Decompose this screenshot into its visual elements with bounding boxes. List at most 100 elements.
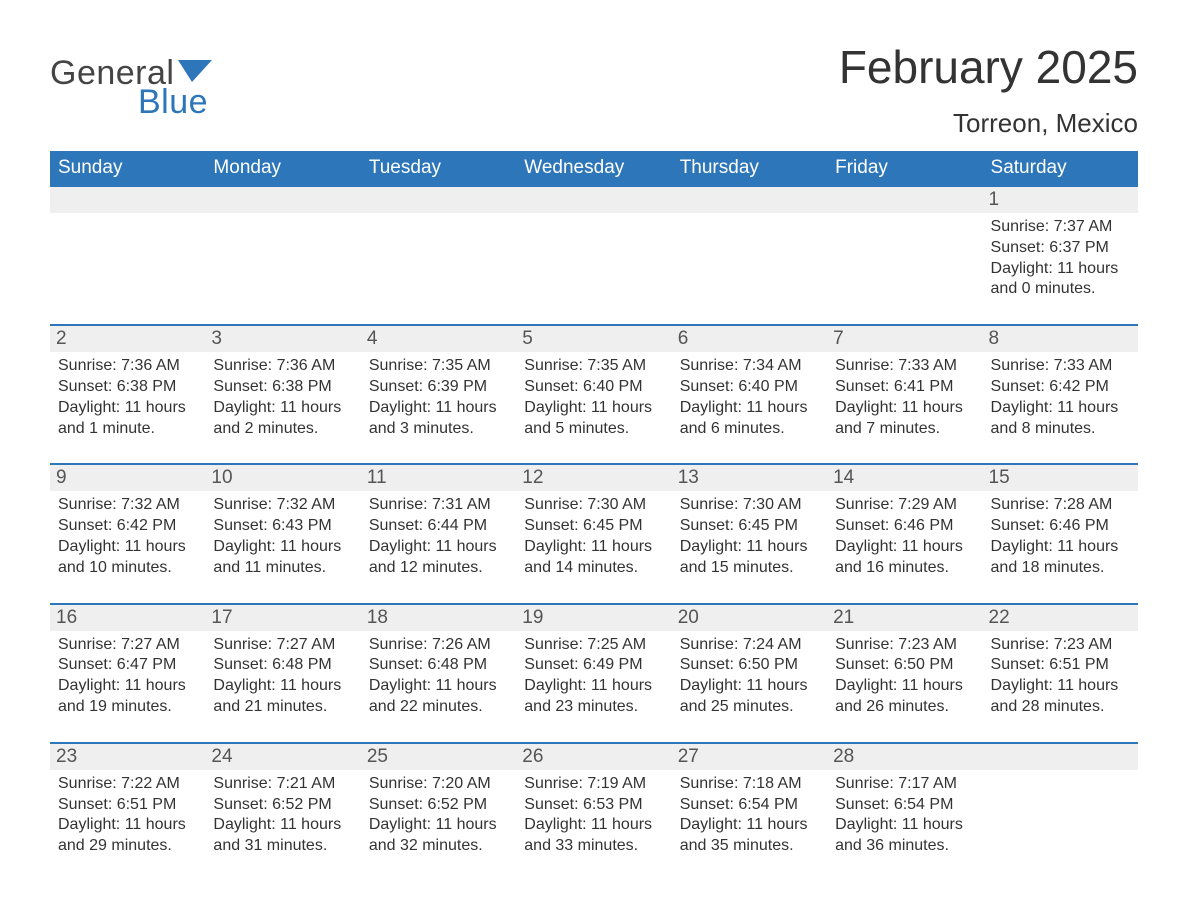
day-number [827, 187, 982, 213]
day-number: 7 [827, 326, 982, 352]
weekday-header: Wednesday [516, 151, 671, 185]
sunrise-text: Sunrise: 7:23 AM [991, 635, 1130, 656]
daylight-text: Daylight: 11 hours and 7 minutes. [835, 398, 974, 440]
day-cell: Sunrise: 7:32 AMSunset: 6:43 PMDaylight:… [205, 495, 360, 602]
weekday-header: Tuesday [361, 151, 516, 185]
daylight-text: Daylight: 11 hours and 31 minutes. [213, 815, 352, 857]
weeks-container: 1 Sunrise: 7:37 AMSunset: 6:37 PMDaylight… [50, 185, 1138, 881]
day-cell [50, 217, 205, 324]
sunset-text: Sunset: 6:44 PM [369, 516, 508, 537]
day-number: 5 [516, 326, 671, 352]
header-area: General Blue February 2025 Torreon, Mexi… [50, 40, 1138, 139]
day-number: 28 [827, 744, 982, 770]
sunrise-text: Sunrise: 7:24 AM [680, 635, 819, 656]
sunset-text: Sunset: 6:46 PM [835, 516, 974, 537]
day-number-strip: 1 [50, 185, 1138, 213]
day-cell: Sunrise: 7:37 AMSunset: 6:37 PMDaylight:… [983, 217, 1138, 324]
daylight-text: Daylight: 11 hours and 29 minutes. [58, 815, 197, 857]
sunrise-text: Sunrise: 7:32 AM [58, 495, 197, 516]
day-number: 11 [361, 465, 516, 491]
day-cell: Sunrise: 7:35 AMSunset: 6:39 PMDaylight:… [361, 356, 516, 463]
week-row: Sunrise: 7:32 AMSunset: 6:42 PMDaylight:… [50, 495, 1138, 602]
day-cell [205, 217, 360, 324]
day-number: 19 [516, 605, 671, 631]
sunset-text: Sunset: 6:42 PM [991, 377, 1130, 398]
sunrise-text: Sunrise: 7:35 AM [369, 356, 508, 377]
day-cell: Sunrise: 7:18 AMSunset: 6:54 PMDaylight:… [672, 774, 827, 881]
sunset-text: Sunset: 6:41 PM [835, 377, 974, 398]
day-number: 14 [827, 465, 982, 491]
day-number-strip: 16171819202122 [50, 603, 1138, 631]
sunset-text: Sunset: 6:51 PM [58, 795, 197, 816]
daylight-text: Daylight: 11 hours and 1 minute. [58, 398, 197, 440]
day-cell: Sunrise: 7:23 AMSunset: 6:50 PMDaylight:… [827, 635, 982, 742]
day-cell: Sunrise: 7:36 AMSunset: 6:38 PMDaylight:… [205, 356, 360, 463]
sunset-text: Sunset: 6:48 PM [369, 655, 508, 676]
weekday-header-row: SundayMondayTuesdayWednesdayThursdayFrid… [50, 151, 1138, 185]
sunrise-text: Sunrise: 7:27 AM [58, 635, 197, 656]
day-number [205, 187, 360, 213]
sunset-text: Sunset: 6:37 PM [991, 238, 1130, 259]
daylight-text: Daylight: 11 hours and 6 minutes. [680, 398, 819, 440]
daylight-text: Daylight: 11 hours and 25 minutes. [680, 676, 819, 718]
day-cell [827, 217, 982, 324]
day-number: 4 [361, 326, 516, 352]
daylight-text: Daylight: 11 hours and 18 minutes. [991, 537, 1130, 579]
sunrise-text: Sunrise: 7:23 AM [835, 635, 974, 656]
day-cell: Sunrise: 7:30 AMSunset: 6:45 PMDaylight:… [516, 495, 671, 602]
daylight-text: Daylight: 11 hours and 11 minutes. [213, 537, 352, 579]
sunset-text: Sunset: 6:50 PM [835, 655, 974, 676]
day-number-strip: 9101112131415 [50, 463, 1138, 491]
sunset-text: Sunset: 6:54 PM [680, 795, 819, 816]
page: General Blue February 2025 Torreon, Mexi… [0, 0, 1188, 921]
day-number [983, 744, 1138, 770]
sunset-text: Sunset: 6:40 PM [524, 377, 663, 398]
sunrise-text: Sunrise: 7:22 AM [58, 774, 197, 795]
day-number [516, 187, 671, 213]
sunset-text: Sunset: 6:40 PM [680, 377, 819, 398]
daylight-text: Daylight: 11 hours and 10 minutes. [58, 537, 197, 579]
sunrise-text: Sunrise: 7:30 AM [680, 495, 819, 516]
daylight-text: Daylight: 11 hours and 2 minutes. [213, 398, 352, 440]
day-cell: Sunrise: 7:31 AMSunset: 6:44 PMDaylight:… [361, 495, 516, 602]
day-cell: Sunrise: 7:34 AMSunset: 6:40 PMDaylight:… [672, 356, 827, 463]
weekday-header: Thursday [672, 151, 827, 185]
day-cell [672, 217, 827, 324]
sunrise-text: Sunrise: 7:30 AM [524, 495, 663, 516]
weekday-header: Saturday [983, 151, 1138, 185]
brand-logo: General Blue [50, 40, 212, 122]
calendar: SundayMondayTuesdayWednesdayThursdayFrid… [50, 151, 1138, 881]
sunrise-text: Sunrise: 7:36 AM [58, 356, 197, 377]
daylight-text: Daylight: 11 hours and 15 minutes. [680, 537, 819, 579]
daylight-text: Daylight: 11 hours and 16 minutes. [835, 537, 974, 579]
sunset-text: Sunset: 6:45 PM [680, 516, 819, 537]
day-number: 10 [205, 465, 360, 491]
day-number: 16 [50, 605, 205, 631]
day-number: 22 [983, 605, 1138, 631]
weekday-header: Monday [205, 151, 360, 185]
day-cell [983, 774, 1138, 881]
day-cell: Sunrise: 7:17 AMSunset: 6:54 PMDaylight:… [827, 774, 982, 881]
day-number: 1 [983, 187, 1138, 213]
sunrise-text: Sunrise: 7:31 AM [369, 495, 508, 516]
day-cell: Sunrise: 7:33 AMSunset: 6:42 PMDaylight:… [983, 356, 1138, 463]
day-number: 15 [983, 465, 1138, 491]
weekday-header: Friday [827, 151, 982, 185]
title-block: February 2025 Torreon, Mexico [839, 40, 1138, 139]
sunset-text: Sunset: 6:47 PM [58, 655, 197, 676]
day-number [361, 187, 516, 213]
sunrise-text: Sunrise: 7:32 AM [213, 495, 352, 516]
day-number: 3 [205, 326, 360, 352]
sunset-text: Sunset: 6:39 PM [369, 377, 508, 398]
sunrise-text: Sunrise: 7:21 AM [213, 774, 352, 795]
day-cell: Sunrise: 7:36 AMSunset: 6:38 PMDaylight:… [50, 356, 205, 463]
day-cell: Sunrise: 7:26 AMSunset: 6:48 PMDaylight:… [361, 635, 516, 742]
sunset-text: Sunset: 6:52 PM [369, 795, 508, 816]
day-cell: Sunrise: 7:21 AMSunset: 6:52 PMDaylight:… [205, 774, 360, 881]
sunset-text: Sunset: 6:38 PM [58, 377, 197, 398]
daylight-text: Daylight: 11 hours and 8 minutes. [991, 398, 1130, 440]
daylight-text: Daylight: 11 hours and 19 minutes. [58, 676, 197, 718]
sunrise-text: Sunrise: 7:20 AM [369, 774, 508, 795]
day-cell: Sunrise: 7:29 AMSunset: 6:46 PMDaylight:… [827, 495, 982, 602]
daylight-text: Daylight: 11 hours and 26 minutes. [835, 676, 974, 718]
